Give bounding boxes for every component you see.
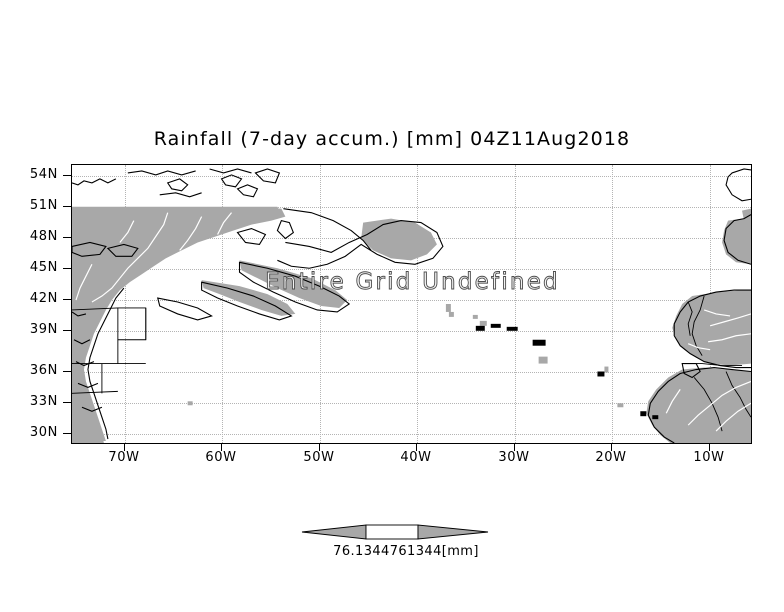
y-axis-label-54n: 54N	[29, 167, 58, 182]
atlantic-islands	[187, 304, 659, 420]
x-axis-label-30w: 30W	[498, 450, 530, 465]
colorbar-swatches	[301, 524, 489, 540]
political-borders-europe-africa	[682, 295, 751, 432]
y-tick-mark	[63, 402, 72, 403]
colorbar-high-extend	[417, 524, 489, 540]
y-axis-label-30n: 30N	[29, 425, 58, 440]
y-tick-mark	[63, 206, 72, 207]
y-axis-label-42n: 42N	[29, 291, 58, 306]
y-tick-mark	[63, 299, 72, 300]
y-tick-mark	[63, 433, 72, 434]
y-axis-label-51n: 51N	[29, 198, 58, 213]
colorbar-label-high: 761344	[389, 544, 442, 559]
x-axis-label-40w: 40W	[400, 450, 432, 465]
y-axis-label-36n: 36N	[29, 363, 58, 378]
page-title: Rainfall (7-day accum.) [mm] 04Z11Aug201…	[153, 128, 631, 150]
colorbar-mid-band	[365, 524, 419, 540]
y-axis-label-33n: 33N	[29, 394, 58, 409]
coastline-north-america	[72, 168, 444, 440]
x-tick-mark	[319, 444, 320, 451]
x-axis-label-20w: 20W	[595, 450, 627, 465]
x-axis-label-10w: 10W	[693, 450, 725, 465]
coastline-map	[72, 168, 751, 443]
x-tick-mark	[514, 444, 515, 451]
undefined-grid-message: Entire Grid Undefined	[265, 269, 560, 296]
x-tick-mark	[416, 444, 417, 451]
y-tick-mark	[63, 175, 72, 176]
x-tick-mark	[124, 444, 125, 451]
y-tick-mark	[63, 237, 72, 238]
y-axis-label-39n: 39N	[29, 322, 58, 337]
x-tick-mark	[611, 444, 612, 451]
colorbar-unit-label: [mm]	[441, 544, 479, 559]
y-tick-mark	[63, 330, 72, 331]
x-axis-label-70w: 70W	[108, 450, 140, 465]
y-tick-mark	[63, 268, 72, 269]
colorbar-label-low: 76.1344	[333, 544, 390, 559]
x-tick-mark	[221, 444, 222, 451]
rivers-europe-africa	[665, 309, 751, 432]
x-tick-mark	[709, 444, 710, 451]
colorbar-tick-labels: 76.1344761344[mm]	[296, 544, 516, 559]
x-axis-label-60w: 60W	[205, 450, 237, 465]
north-america-land	[72, 206, 437, 443]
y-axis-label-45n: 45N	[29, 260, 58, 275]
colorbar-low-extend	[301, 524, 367, 540]
map-plot-area[interactable]: Entire Grid Undefined	[71, 164, 752, 444]
colorbar[interactable]	[300, 521, 490, 543]
europe-africa-land	[646, 208, 751, 443]
political-borders-north-america	[72, 307, 147, 394]
rivers-north-america	[75, 212, 232, 303]
y-tick-mark	[63, 371, 72, 372]
x-axis-label-50w: 50W	[303, 450, 335, 465]
y-axis-label-48n: 48N	[29, 229, 58, 244]
